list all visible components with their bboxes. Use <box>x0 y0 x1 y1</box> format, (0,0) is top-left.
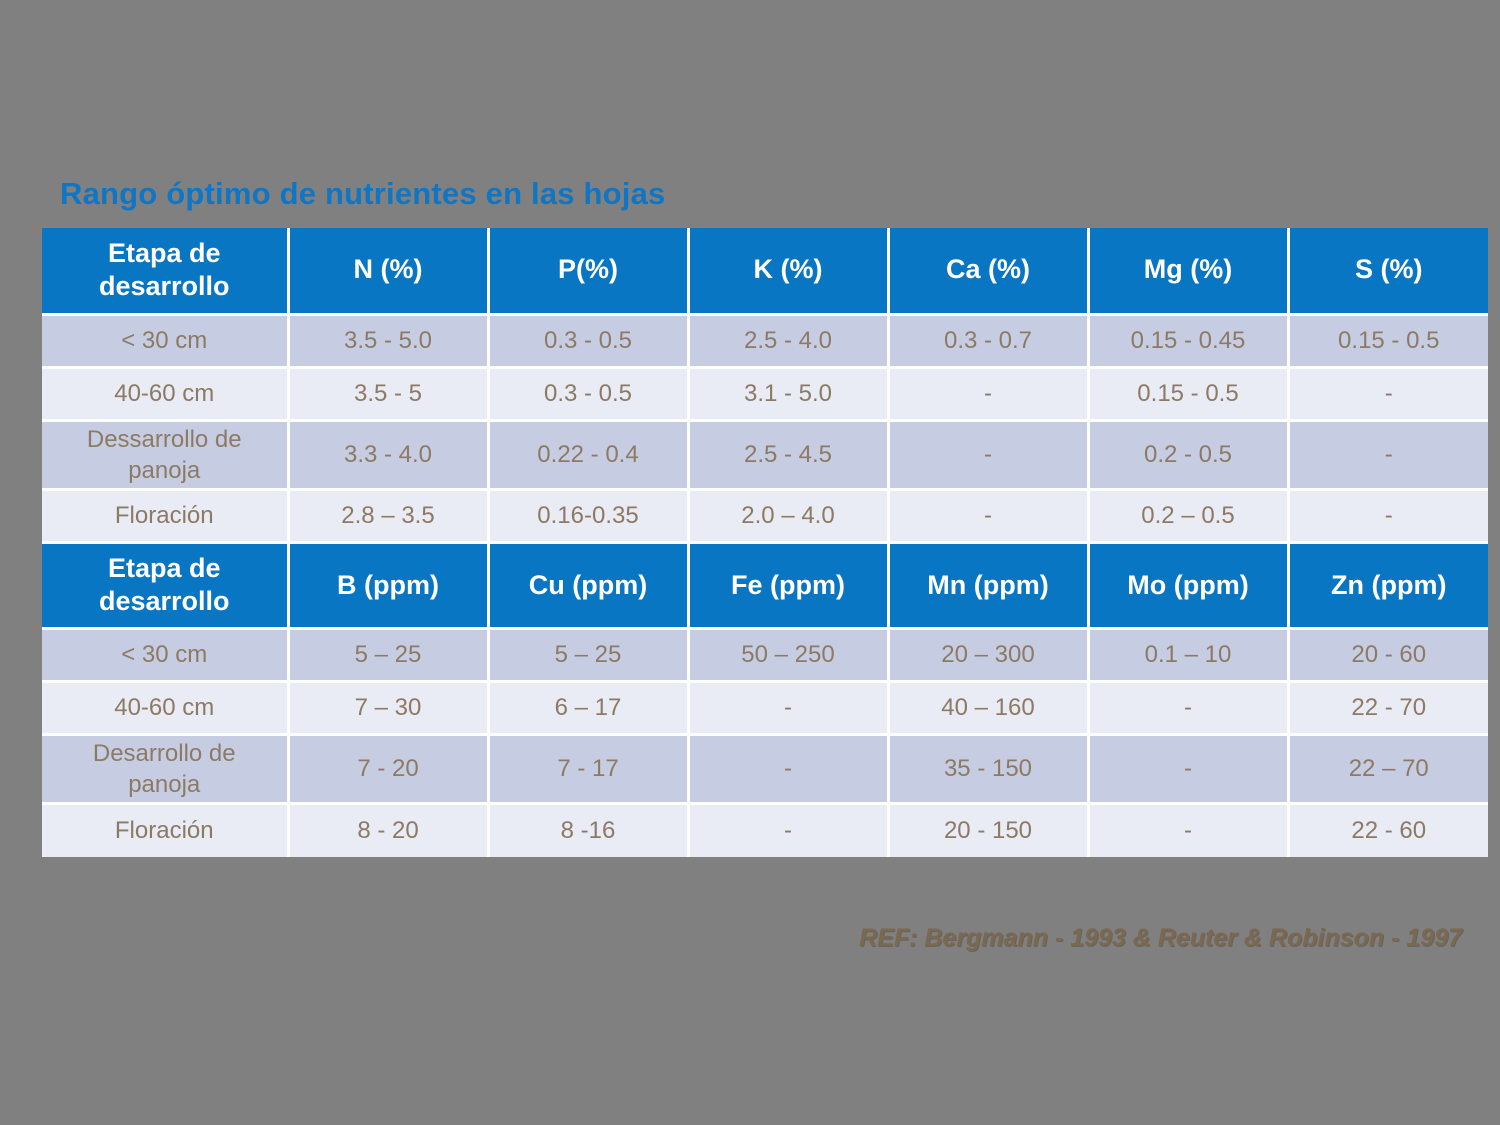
macronutrients-percent-row-0: < 30 cm 3.5 - 5.0 0.3 - 0.5 2.5 - 4.0 0.3 - … <box>40 312 1490 369</box>
value-cell: 3.5 - 5 <box>286 365 490 422</box>
row-label: Floración <box>40 802 290 859</box>
value-cell: 22 – 70 <box>1286 732 1490 806</box>
row-label: < 30 cm <box>40 626 290 683</box>
value-cell: 20 - 60 <box>1286 626 1490 683</box>
macronutrients-percent-header-cell-1: N (%) <box>286 226 490 316</box>
micronutrients-ppm-row-0: < 30 cm 5 – 25 5 – 25 50 – 250 20 – 300 0.1 –… <box>40 626 1490 683</box>
value-cell: - <box>1286 487 1490 544</box>
value-cell: 7 – 30 <box>286 679 490 736</box>
value-cell: 20 - 150 <box>886 802 1090 859</box>
micronutrients-ppm-header-cell-5: Mo (ppm) <box>1086 540 1290 630</box>
value-cell: 0.3 - 0.5 <box>486 365 690 422</box>
macronutrients-percent-header-row: Etapa de desarrollo N (%) P(%) K (%) Ca (%) M… <box>40 226 1490 316</box>
value-cell: 22 - 60 <box>1286 802 1490 859</box>
value-cell: 0.16-0.35 <box>486 487 690 544</box>
row-label: Dessarrollo de panoja <box>40 418 290 491</box>
value-cell: 35 - 150 <box>886 732 1090 806</box>
row-label: 40-60 cm <box>40 365 290 422</box>
micronutrients-ppm-row-1: 40-60 cm 7 – 30 6 – 17-40 – 160-22 - 70 <box>40 679 1490 736</box>
row-label: < 30 cm <box>40 312 290 369</box>
value-cell: 0.15 - 0.5 <box>1086 365 1290 422</box>
value-cell: 7 - 20 <box>286 732 490 806</box>
macronutrients-percent-row-2: Dessarrollo de panoja 3.3 - 4.0 0.22 - 0.4… <box>40 418 1490 491</box>
value-cell: - <box>1286 418 1490 491</box>
value-cell: 3.1 - 5.0 <box>686 365 890 422</box>
value-cell: 5 – 25 <box>486 626 690 683</box>
value-cell: 8 - 20 <box>286 802 490 859</box>
micronutrients-ppm-header-cell-2: Cu (ppm) <box>486 540 690 630</box>
value-cell: 7 - 17 <box>486 732 690 806</box>
value-cell: 0.22 - 0.4 <box>486 418 690 491</box>
micronutrients-ppm-row-2: Desarrollo de panoja 7 - 20 7 - 17-35 - 15… <box>40 732 1490 806</box>
nutrient-ranges-table: Etapa de desarrollo N (%) P(%) K (%) Ca (%) M… <box>40 226 1490 859</box>
value-cell: 0.2 - 0.5 <box>1086 418 1290 491</box>
micronutrients-ppm-header-cell-3: Fe (ppm) <box>686 540 890 630</box>
micronutrients-ppm-header-cell-4: Mn (ppm) <box>886 540 1090 630</box>
value-cell: - <box>686 679 890 736</box>
micronutrients-ppm-header-cell-0: Etapa de desarrollo <box>40 540 290 630</box>
macronutrients-percent-header-cell-6: S (%) <box>1286 226 1490 316</box>
reference-text: REF: Bergmann - 1993 & Reuter & Robinson… <box>859 924 1462 952</box>
micronutrients-ppm-header-row: Etapa de desarrollo B (ppm) Cu (ppm) Fe (pp… <box>40 540 1490 630</box>
value-cell: 40 – 160 <box>886 679 1090 736</box>
value-cell: 3.3 - 4.0 <box>286 418 490 491</box>
value-cell: - <box>686 732 890 806</box>
value-cell: 0.1 – 10 <box>1086 626 1290 683</box>
micronutrients-ppm-header-cell-1: B (ppm) <box>286 540 490 630</box>
value-cell: - <box>1286 365 1490 422</box>
value-cell: 2.8 – 3.5 <box>286 487 490 544</box>
value-cell: - <box>886 418 1090 491</box>
value-cell: - <box>886 365 1090 422</box>
macronutrients-percent-header-cell-0: Etapa de desarrollo <box>40 226 290 316</box>
row-label: 40-60 cm <box>40 679 290 736</box>
micronutrients-ppm-header-cell-6: Zn (ppm) <box>1286 540 1490 630</box>
value-cell: 5 – 25 <box>286 626 490 683</box>
value-cell: 0.3 - 0.5 <box>486 312 690 369</box>
value-cell: - <box>886 487 1090 544</box>
value-cell: 0.3 - 0.7 <box>886 312 1090 369</box>
value-cell: 20 – 300 <box>886 626 1090 683</box>
value-cell: 0.15 - 0.45 <box>1086 312 1290 369</box>
row-label: Desarrollo de panoja <box>40 732 290 806</box>
micronutrients-ppm-row-3: Floración 8 - 20 8 -16-20 - 150-22 - 60 <box>40 802 1490 859</box>
row-label: Floración <box>40 487 290 544</box>
value-cell: 50 – 250 <box>686 626 890 683</box>
value-cell: 3.5 - 5.0 <box>286 312 490 369</box>
value-cell: - <box>1086 802 1290 859</box>
value-cell: 2.0 – 4.0 <box>686 487 890 544</box>
page-title: Rango óptimo de nutrientes en las hojas <box>60 176 666 211</box>
value-cell: 2.5 - 4.0 <box>686 312 890 369</box>
value-cell: 2.5 - 4.5 <box>686 418 890 491</box>
nutrient-table: Etapa de desarrollo N (%) P(%) K (%) Ca (%) M… <box>40 226 1490 859</box>
nutrient-table-body: Etapa de desarrollo N (%) P(%) K (%) Ca (%) M… <box>40 226 1490 859</box>
value-cell: 6 – 17 <box>486 679 690 736</box>
macronutrients-percent-header-cell-3: K (%) <box>686 226 890 316</box>
value-cell: - <box>1086 679 1290 736</box>
value-cell: - <box>686 802 890 859</box>
value-cell: 8 -16 <box>486 802 690 859</box>
value-cell: 22 - 70 <box>1286 679 1490 736</box>
macronutrients-percent-row-1: 40-60 cm 3.5 - 5 0.3 - 0.5 3.1 - 5.0-0.15 -… <box>40 365 1490 422</box>
macronutrients-percent-header-cell-5: Mg (%) <box>1086 226 1290 316</box>
value-cell: 0.15 - 0.5 <box>1286 312 1490 369</box>
macronutrients-percent-header-cell-4: Ca (%) <box>886 226 1090 316</box>
macronutrients-percent-row-3: Floración 2.8 – 3.5 0.16-0.35 2.0 – 4.0-0.2… <box>40 487 1490 544</box>
macronutrients-percent-header-cell-2: P(%) <box>486 226 690 316</box>
value-cell: 0.2 – 0.5 <box>1086 487 1290 544</box>
value-cell: - <box>1086 732 1290 806</box>
